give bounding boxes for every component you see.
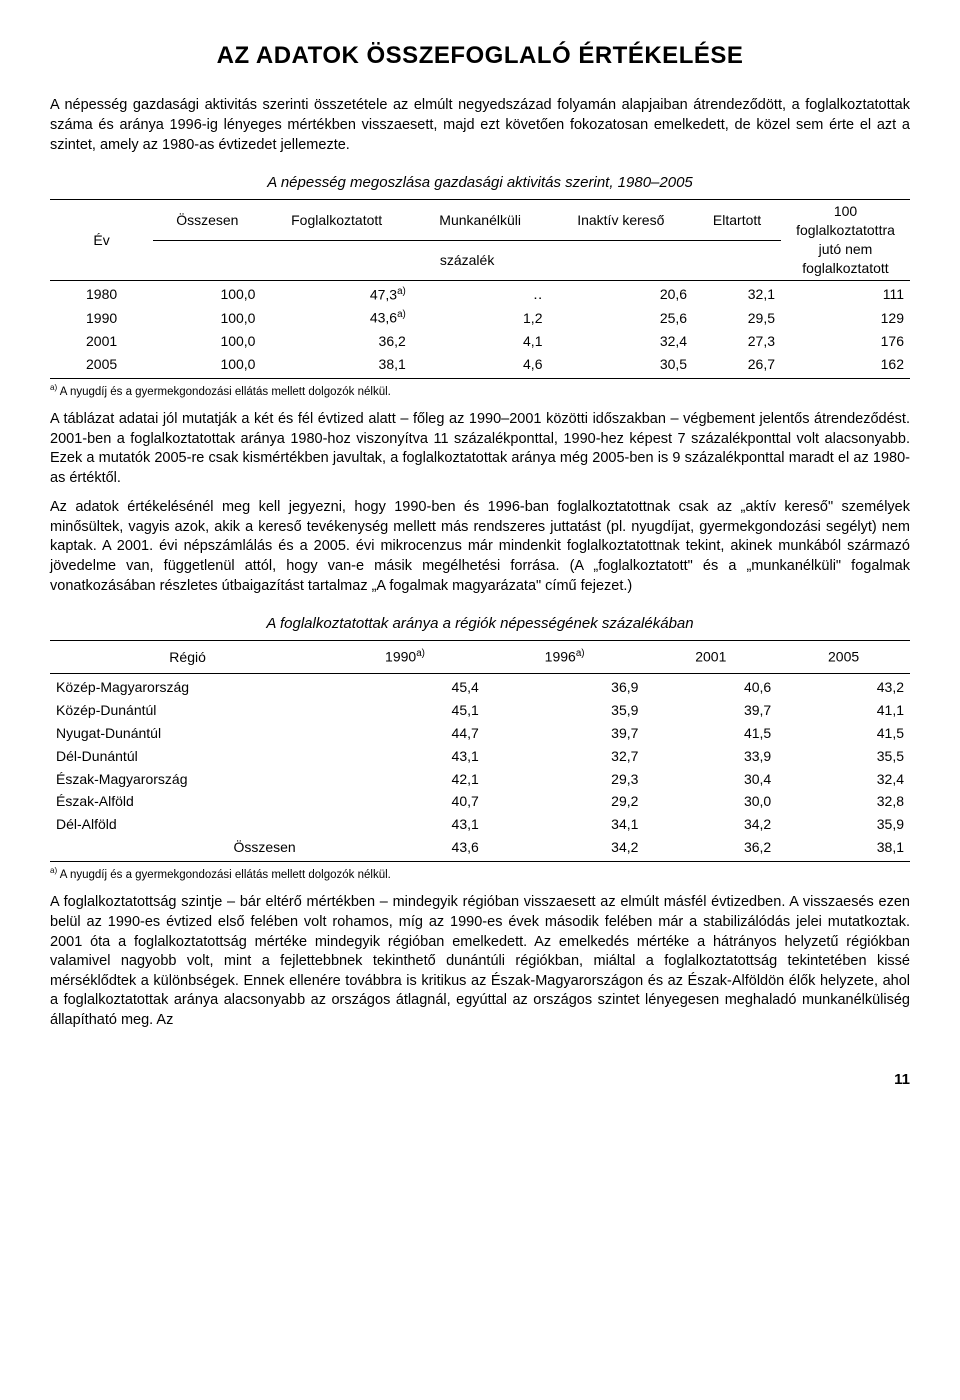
table1: Év Összesen Foglalkoztatott Munkanélküli… (50, 199, 910, 378)
page-title: AZ ADATOK ÖSSZEFOGLALÓ ÉRTÉKELÉSE (50, 40, 910, 72)
t1-col-1: Foglalkoztatott (261, 200, 411, 240)
table1-footnote: a) A nyugdíj és a gyermekgondozási ellát… (50, 383, 910, 400)
paragraph-3: Az adatok értékelésénél meg kell jegyezn… (50, 498, 910, 596)
table2: Régió 1990a) 1996a) 2001 2005 Közép-Magy… (50, 640, 910, 862)
t1-col-4: Eltartott (693, 200, 781, 240)
t2-footnote-text: A nyugdíj és a gyermekgondozási ellátás … (60, 869, 391, 881)
table-row-total: Összesen43,634,236,238,1 (50, 836, 910, 861)
table-row: Dél-Dunántúl43,132,733,935,5 (50, 745, 910, 768)
table-row: 2001100,036,24,132,427,3176 (50, 330, 910, 353)
table-row: 2005100,038,14,630,526,7162 (50, 353, 910, 378)
t1-col-3: Inaktív kereső (548, 200, 693, 240)
paragraph-4: A foglalkoztatottság szintje – bár eltér… (50, 893, 910, 1030)
t2-footnote-label: a) (50, 866, 57, 875)
table-row: Dél-Alföld43,134,134,235,9 (50, 813, 910, 836)
t2-col-0: 1990a) (325, 641, 485, 674)
t2-col-2: 2001 (644, 641, 777, 674)
t1-col-0: Összesen (153, 200, 261, 240)
table-row: 1980100,047,3a)‥20,632,1111 (50, 280, 910, 306)
intro-paragraph: A népesség gazdasági aktivitás szerinti … (50, 96, 910, 155)
page-number: 11 (50, 1070, 910, 1090)
t2-col-1: 1996a) (485, 641, 645, 674)
table2-caption: A foglalkoztatottak aránya a régiók népe… (50, 614, 910, 634)
table-row: Közép-Magyarország45,436,940,643,2 (50, 673, 910, 698)
table-row: 1990100,043,6a)1,225,629,5129 (50, 306, 910, 330)
table-row: Észak-Alföld40,729,230,032,8 (50, 790, 910, 813)
table1-caption: A népesség megoszlása gazdasági aktivitá… (50, 173, 910, 193)
table-row: Nyugat-Dunántúl44,739,741,541,5 (50, 722, 910, 745)
table2-footnote: a) A nyugdíj és a gyermekgondozási ellát… (50, 866, 910, 883)
table-row: Közép-Dunántúl45,135,939,741,1 (50, 699, 910, 722)
t1-col-year: Év (50, 200, 153, 281)
t2-col-region: Régió (50, 641, 325, 674)
table-row: Észak-Magyarország42,129,330,432,4 (50, 768, 910, 791)
paragraph-2: A táblázat adatai jól mutatják a két és … (50, 410, 910, 488)
t1-subheader: százalék (153, 240, 781, 280)
t1-footnote-label: a) (50, 383, 57, 392)
t1-footnote-text: A nyugdíj és a gyermekgondozási ellátás … (60, 386, 391, 398)
t2-col-3: 2005 (777, 641, 910, 674)
t1-col-ratio: 100 foglalkoztatottra jutó nem foglalkoz… (781, 200, 910, 281)
t1-col-2: Munkanélküli (412, 200, 549, 240)
